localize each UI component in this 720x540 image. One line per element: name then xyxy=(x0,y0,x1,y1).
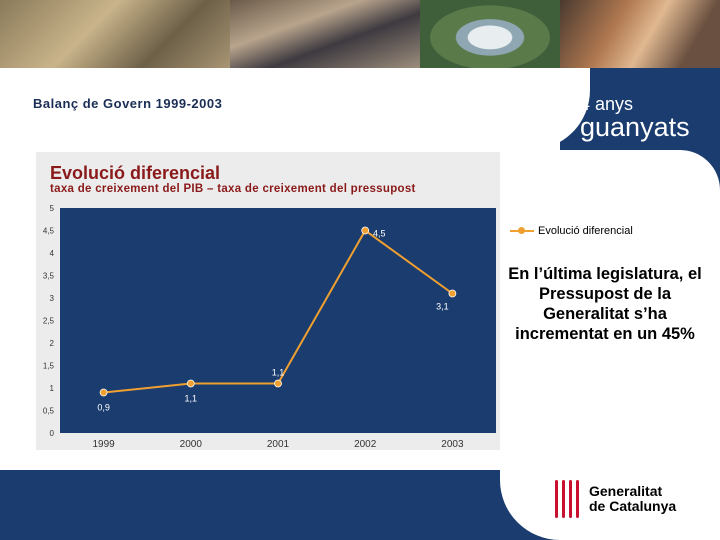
y-axis-ticks: 0 0,5 1 1,5 2 2,5 3 3,5 4 4,5 5 xyxy=(43,204,55,438)
y-tick-label: 3,5 xyxy=(43,272,55,281)
photo-market xyxy=(0,0,230,68)
x-axis-ticks: 1999 2000 2001 2002 2003 xyxy=(92,439,463,450)
logo-line1: Generalitat xyxy=(589,483,663,499)
x-tick-label: 2003 xyxy=(441,439,464,450)
data-point xyxy=(361,226,370,235)
right-white-area xyxy=(500,150,720,470)
x-tick-label: 2000 xyxy=(180,439,203,450)
bottom-white-area xyxy=(500,470,720,540)
data-point xyxy=(99,388,108,397)
y-tick-label: 3 xyxy=(50,294,55,303)
data-labels: 0,9 1,1 1,1 4,5 3,1 xyxy=(97,229,448,413)
legend-swatch xyxy=(510,227,534,234)
logo-text: Generalitat de Catalunya xyxy=(589,484,676,514)
data-label: 3,1 xyxy=(436,302,449,312)
data-label: 4,5 xyxy=(373,229,386,239)
y-tick-label: 0 xyxy=(50,429,55,438)
slogan-line2: guanyats xyxy=(580,112,690,142)
data-point xyxy=(274,379,282,388)
y-tick-label: 4 xyxy=(50,249,55,258)
y-tick-label: 2,5 xyxy=(43,317,55,326)
y-tick-label: 2 xyxy=(50,339,55,348)
photo-police xyxy=(230,0,420,68)
slogan-line1: 4 anys xyxy=(580,94,634,114)
legend-label: Evolució diferencial xyxy=(538,225,633,237)
data-label: 1,1 xyxy=(272,368,285,378)
x-tick-label: 2002 xyxy=(354,439,377,450)
photo-strip xyxy=(0,0,720,68)
y-tick-label: 5 xyxy=(50,204,55,213)
x-tick-label: 1999 xyxy=(92,439,115,450)
chart-title: Evolució diferencial xyxy=(50,163,221,183)
senyera-icon xyxy=(555,480,579,518)
logo-line2: de Catalunya xyxy=(589,498,677,514)
bottom-band xyxy=(0,470,720,540)
generalitat-logo: Generalitat de Catalunya xyxy=(555,480,676,518)
plot-area xyxy=(60,208,496,433)
y-tick-label: 4,5 xyxy=(43,227,55,236)
y-tick-label: 1 xyxy=(50,384,55,393)
data-point xyxy=(186,379,195,388)
y-tick-label: 1,5 xyxy=(43,362,55,371)
chart-subtitle: taxa de creixement del PIB – taxa de cre… xyxy=(50,183,416,195)
data-label: 1,1 xyxy=(185,394,198,404)
photo-students xyxy=(560,0,720,68)
data-point xyxy=(448,289,457,298)
chart-legend: Evolució diferencial xyxy=(510,225,633,237)
balance-title: Balanç de Govern 1999-2003 xyxy=(33,96,223,111)
data-points xyxy=(99,226,457,397)
data-label: 0,9 xyxy=(97,403,110,413)
budget-note: En l’última legislatura, el Pressupost d… xyxy=(508,265,702,343)
y-tick-label: 0,5 xyxy=(43,407,55,416)
header-band xyxy=(0,68,720,150)
x-tick-label: 2001 xyxy=(267,439,290,450)
photo-stadium xyxy=(420,0,560,68)
